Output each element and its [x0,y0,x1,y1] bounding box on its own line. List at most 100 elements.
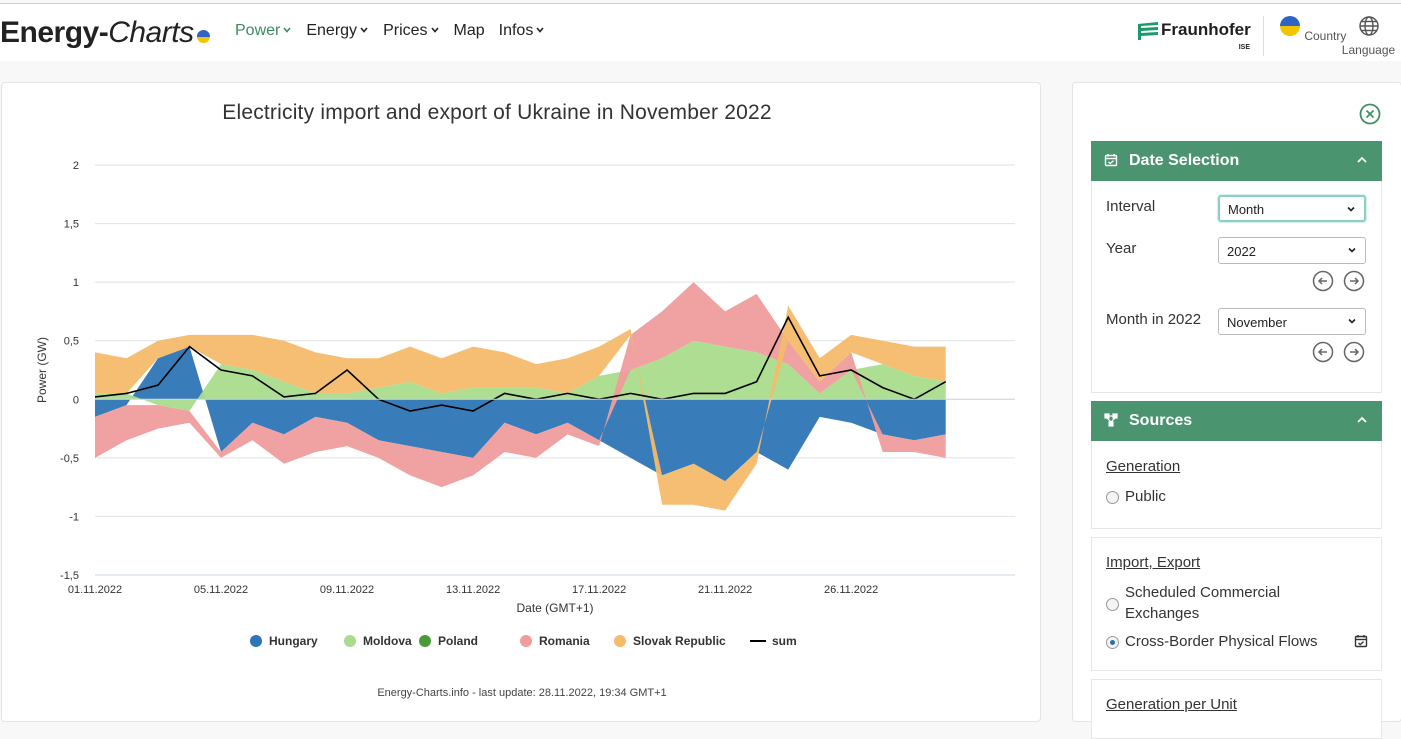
close-icon[interactable] [1359,103,1381,125]
public-radio[interactable] [1106,491,1119,504]
generation-section: Generation Public [1091,441,1382,529]
chevron-down-icon [360,27,368,33]
y-axis-label: Power (GW) [35,337,49,403]
area-romania [95,282,946,488]
calendar-icon [1104,154,1118,167]
chevron-down-icon [536,27,544,33]
date-selection-body: Interval Month Year 2022 Month in 2022 N… [1091,181,1382,393]
language-button[interactable]: Language [1336,15,1401,57]
import-export-section: Import, Export Scheduled Commercial Exch… [1091,537,1382,671]
y-tick-label: -1 [69,511,79,523]
header-divider [1263,16,1264,56]
country-button[interactable]: Country [1279,15,1346,43]
legend-label[interactable]: Romania [539,634,590,648]
date-selection-title: Date Selection [1129,152,1240,169]
calendar-icon[interactable] [1354,634,1368,648]
legend-marker-slovak-republic [614,635,626,647]
year-label: Year [1106,240,1137,257]
main-nav: Power Energy Prices Map Infos [235,22,559,40]
generation-per-unit-link[interactable]: Generation per Unit [1106,696,1237,713]
x-tick-label: 13.11.2022 [446,584,500,596]
generation-link[interactable]: Generation [1106,458,1181,475]
area-hungary [95,346,946,482]
legend-label[interactable]: sum [772,634,797,648]
x-tick-label: 17.11.2022 [572,584,626,596]
scheduled-exchanges-label-2[interactable]: Exchanges [1125,605,1200,622]
chevron-down-icon [1348,318,1356,324]
chart-title: Electricity import and export of Ukraine… [222,101,772,124]
nav-energy[interactable]: Energy [306,22,369,40]
y-tick-label: -0,5 [60,453,79,465]
energy-charts-logo[interactable]: Energy-Charts [0,16,210,50]
legend-label[interactable]: Poland [438,634,478,648]
chart-svg: 2 1,5 1 0,5 0 -0,5 -1 -1,5 Power (GW) 01.11.2022 0… [35,160,1015,699]
nav-infos[interactable]: Infos [499,22,546,40]
chevron-down-icon [1347,206,1355,212]
window-top-border [0,3,1401,4]
y-tick-label: 1,5 [64,219,79,231]
legend-label[interactable]: Moldova [363,634,412,648]
year-prev-button[interactable] [1312,270,1334,292]
area-slovak-republic [95,305,946,511]
legend-label[interactable]: Slovak Republic [633,634,726,648]
year-select[interactable]: 2022 [1218,237,1366,264]
fraunhofer-name: Fraunhofer [1161,20,1251,39]
cross-border-label[interactable]: Cross-Border Physical Flows [1125,633,1318,650]
ukraine-flag-icon [196,30,210,43]
fraunhofer-ise: ISE [1238,44,1250,51]
date-selection-header[interactable]: Date Selection [1091,141,1382,181]
y-tick-label: 2 [73,160,79,172]
chevron-down-icon [283,27,291,33]
y-tick-label: 0 [73,394,79,406]
y-tick-label: 1 [73,277,79,289]
cross-border-radio[interactable] [1106,636,1119,649]
chart-card: Electricity import and export of Ukraine… [1,82,1041,722]
globe-icon [1358,16,1379,36]
interval-select[interactable]: Month [1218,195,1366,222]
legend-label[interactable]: Hungary [269,634,318,648]
language-label: Language [1341,43,1396,57]
legend-marker-moldova [344,635,356,647]
legend-marker-poland [419,635,431,647]
x-tick-label: 26.11.2022 [824,584,878,596]
country-label: Country [1304,29,1347,43]
settings-panel: Date Selection Interval Month Year 2022 … [1072,82,1401,739]
month-select[interactable]: November [1218,308,1366,335]
site-header: Energy-Charts Power Energy Prices Map Infos … [0,4,1401,61]
chevron-down-icon [430,27,439,33]
chevron-down-icon [1348,247,1356,253]
nav-map[interactable]: Map [453,22,485,39]
scheduled-exchanges-radio[interactable] [1106,598,1119,611]
sources-icon [1104,413,1118,427]
legend-marker-hungary [250,635,262,647]
source-note: Energy-Charts.info - last update: 28.11.… [377,687,666,699]
ukraine-flag-icon [1280,16,1300,36]
line-sum [94,315,947,412]
nav-prices[interactable]: Prices [383,22,439,40]
y-tick-label: 0,5 [64,336,79,348]
chevron-up-icon[interactable] [1356,414,1368,426]
x-tick-label: 05.11.2022 [194,584,248,596]
fraunhofer-logo[interactable]: Fraunhofer ISE [1138,20,1254,56]
sources-title: Sources [1129,412,1193,429]
month-label: Month in 2022 [1106,311,1202,328]
y-tick-label: -1,5 [60,570,79,582]
month-prev-button[interactable] [1312,341,1334,363]
fraunhofer-mark-icon [1138,22,1158,40]
x-tick-label: 01.11.2022 [68,584,122,596]
area-moldova [95,340,946,411]
chevron-up-icon[interactable] [1356,154,1368,166]
month-next-button[interactable] [1343,341,1365,363]
scheduled-exchanges-label-1[interactable]: Scheduled Commercial [1125,584,1281,601]
x-tick-label: 09.11.2022 [320,584,374,596]
year-next-button[interactable] [1343,270,1365,292]
interval-label: Interval [1106,198,1156,215]
legend-marker-romania [520,635,532,647]
nav-power[interactable]: Power [235,22,292,40]
generation-per-unit-section: Generation per Unit [1091,679,1382,739]
sources-header[interactable]: Sources [1091,401,1382,441]
public-label[interactable]: Public [1125,488,1166,505]
x-axis-label: Date (GMT+1) [516,601,593,615]
x-tick-label: 21.11.2022 [698,584,752,596]
import-export-link[interactable]: Import, Export [1106,554,1201,571]
